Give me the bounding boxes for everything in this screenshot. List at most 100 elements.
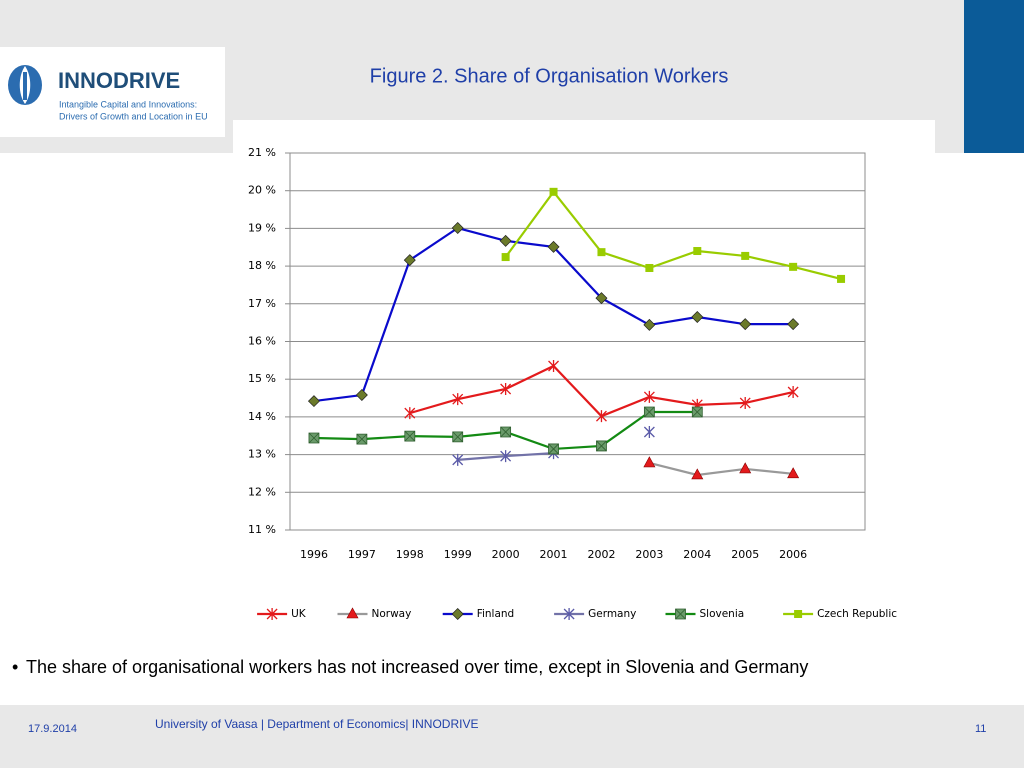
legend-item: Slovenia xyxy=(665,608,745,620)
legend-label: Norway xyxy=(372,608,412,620)
marker xyxy=(787,467,800,479)
legend-marker xyxy=(266,608,278,620)
marker xyxy=(595,410,607,423)
x-tick-label: 2004 xyxy=(683,548,711,561)
marker xyxy=(837,274,846,283)
marker xyxy=(452,453,464,466)
logo-name: INNODRIVE xyxy=(58,68,180,93)
marker xyxy=(596,440,607,452)
marker xyxy=(403,254,416,267)
marker xyxy=(500,383,512,396)
y-tick-label: 18 % xyxy=(248,259,276,272)
x-tick-label: 2005 xyxy=(731,548,759,561)
logo-icon xyxy=(8,65,42,105)
marker xyxy=(547,240,560,253)
chart-title: Figure 2. Share of Organisation Workers xyxy=(370,65,729,87)
legend-item: Finland xyxy=(442,608,515,620)
marker xyxy=(548,443,559,455)
marker xyxy=(691,311,704,323)
marker xyxy=(501,253,510,262)
marker xyxy=(693,247,702,256)
marker xyxy=(643,425,655,438)
marker xyxy=(741,251,750,260)
y-tick-label: 19 % xyxy=(248,221,276,234)
legend-marker xyxy=(794,610,803,618)
marker xyxy=(643,390,655,403)
header-accent xyxy=(964,0,1024,153)
footer-date: 17.9.2014 xyxy=(28,723,77,735)
bullet-mark: • xyxy=(12,657,18,677)
page-number: 11 xyxy=(975,723,986,735)
marker xyxy=(500,426,512,438)
logo-tagline: Drivers of Growth and Location in EU xyxy=(59,111,208,121)
marker xyxy=(643,456,656,468)
marker xyxy=(451,222,464,235)
legend-item: Norway xyxy=(337,607,412,620)
logo-tagline: Intangible Capital and Innovations: xyxy=(59,99,197,109)
marker xyxy=(452,393,464,406)
footer-band xyxy=(0,705,1024,768)
marker xyxy=(787,386,799,399)
x-tick-label: 1997 xyxy=(348,548,376,561)
bullet-text: The share of organisational workers has … xyxy=(26,657,808,677)
marker xyxy=(739,318,752,331)
marker xyxy=(356,433,368,445)
y-tick-label: 17 % xyxy=(248,297,276,310)
legend-label: UK xyxy=(291,608,307,620)
marker xyxy=(787,318,800,331)
marker xyxy=(691,406,703,418)
marker xyxy=(452,431,464,443)
legend-marker xyxy=(346,607,359,619)
legend-item: Czech Republic xyxy=(783,608,897,620)
plot-border xyxy=(289,152,866,531)
marker xyxy=(404,407,416,420)
x-tick-label: 2001 xyxy=(540,548,568,561)
marker xyxy=(500,450,512,463)
marker xyxy=(308,432,320,444)
marker xyxy=(355,389,368,402)
x-tick-label: 1999 xyxy=(444,548,472,561)
marker xyxy=(691,468,704,480)
marker xyxy=(549,187,558,196)
marker xyxy=(595,292,608,305)
legend-marker xyxy=(451,608,464,620)
marker xyxy=(739,462,752,474)
marker xyxy=(499,234,512,247)
legend-item: UK xyxy=(257,608,307,620)
x-tick-label: 2003 xyxy=(635,548,663,561)
legend-label: Germany xyxy=(588,608,636,620)
y-tick-label: 14 % xyxy=(248,410,276,423)
marker xyxy=(548,360,560,373)
series-line xyxy=(504,190,842,280)
legend-label: Slovenia xyxy=(700,608,745,620)
marker xyxy=(739,396,751,409)
marker xyxy=(643,318,656,331)
x-tick-label: 2006 xyxy=(779,548,807,561)
legend-marker xyxy=(675,608,686,620)
x-tick-label: 2002 xyxy=(587,548,615,561)
marker xyxy=(789,262,798,271)
legend-item: Germany xyxy=(554,608,636,620)
marker xyxy=(597,248,606,257)
legend-marker xyxy=(563,608,575,620)
y-tick-label: 13 % xyxy=(248,448,276,461)
legend-label: Finland xyxy=(477,608,515,620)
y-tick-label: 21 % xyxy=(248,146,276,159)
marker xyxy=(643,406,655,418)
footer-text: University of Vaasa | Department of Econ… xyxy=(155,717,478,731)
y-tick-label: 11 % xyxy=(248,523,276,536)
x-tick-label: 2000 xyxy=(492,548,520,561)
y-tick-label: 15 % xyxy=(248,372,276,385)
y-tick-label: 16 % xyxy=(248,335,276,348)
x-tick-label: 1996 xyxy=(300,548,328,561)
x-tick-label: 1998 xyxy=(396,548,424,561)
y-tick-label: 12 % xyxy=(248,485,276,498)
marker xyxy=(404,430,416,442)
chart-area xyxy=(233,120,935,640)
legend-label: Czech Republic xyxy=(817,608,897,620)
y-tick-label: 20 % xyxy=(248,184,276,197)
series-line xyxy=(649,461,794,477)
marker xyxy=(307,395,320,408)
marker xyxy=(645,263,654,272)
